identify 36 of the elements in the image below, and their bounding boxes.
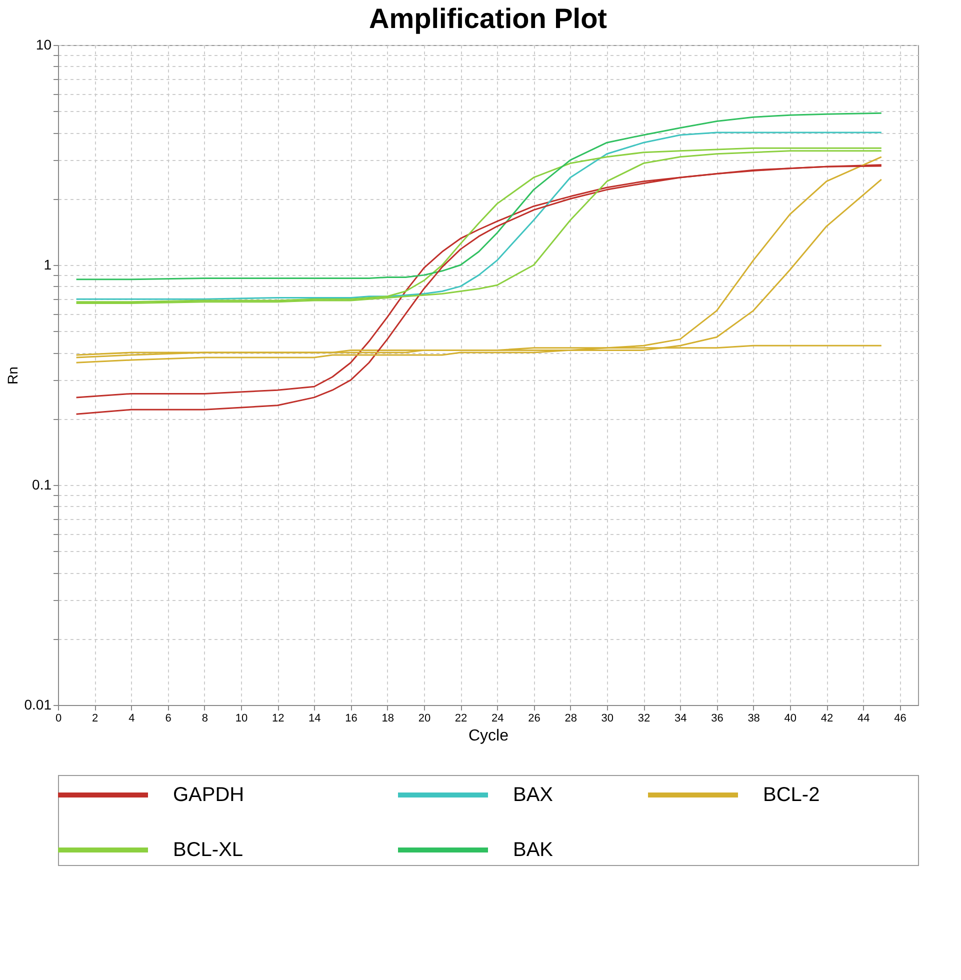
legend-label: BAX xyxy=(513,784,554,806)
x-tick-label: 0 xyxy=(55,712,62,724)
x-tick-label: 46 xyxy=(894,712,906,724)
y-tick-label: 10 xyxy=(36,36,52,52)
x-tick-label: 18 xyxy=(382,712,394,724)
x-tick-label: 4 xyxy=(128,712,135,724)
x-tick-label: 8 xyxy=(202,712,208,724)
x-tick-label: 6 xyxy=(165,712,172,724)
y-tick-label: 0.1 xyxy=(32,476,52,492)
x-tick-label: 44 xyxy=(857,712,870,724)
x-tick-label: 24 xyxy=(492,712,504,724)
y-tick-label: 0.01 xyxy=(24,696,52,712)
x-tick-label: 12 xyxy=(272,712,284,724)
chart-title: Amplification Plot xyxy=(369,3,607,34)
x-axis-title: Cycle xyxy=(468,728,509,744)
x-tick-label: 32 xyxy=(638,712,650,724)
y-axis-title: Rn xyxy=(4,366,20,384)
x-tick-label: 10 xyxy=(235,712,248,724)
x-tick-label: 40 xyxy=(784,712,797,724)
x-tick-label: 16 xyxy=(345,712,358,724)
x-tick-label: 20 xyxy=(418,712,431,724)
legend-label: GAPDH xyxy=(173,784,244,806)
x-tick-label: 2 xyxy=(92,712,98,724)
x-tick-label: 34 xyxy=(674,712,687,724)
x-tick-label: 42 xyxy=(820,712,834,724)
x-tick-label: 22 xyxy=(454,712,468,724)
legend-label: BCL-XL xyxy=(173,839,244,861)
y-tick-label: 1 xyxy=(44,256,52,272)
x-tick-label: 14 xyxy=(308,712,321,724)
legend-label: BAK xyxy=(513,839,554,861)
legend-label: BCL-2 xyxy=(763,784,820,806)
x-tick-label: 28 xyxy=(564,712,577,724)
x-tick-label: 26 xyxy=(528,712,540,724)
x-tick-label: 30 xyxy=(601,712,614,724)
x-tick-label: 36 xyxy=(711,712,724,724)
x-tick-label: 38 xyxy=(748,712,760,724)
